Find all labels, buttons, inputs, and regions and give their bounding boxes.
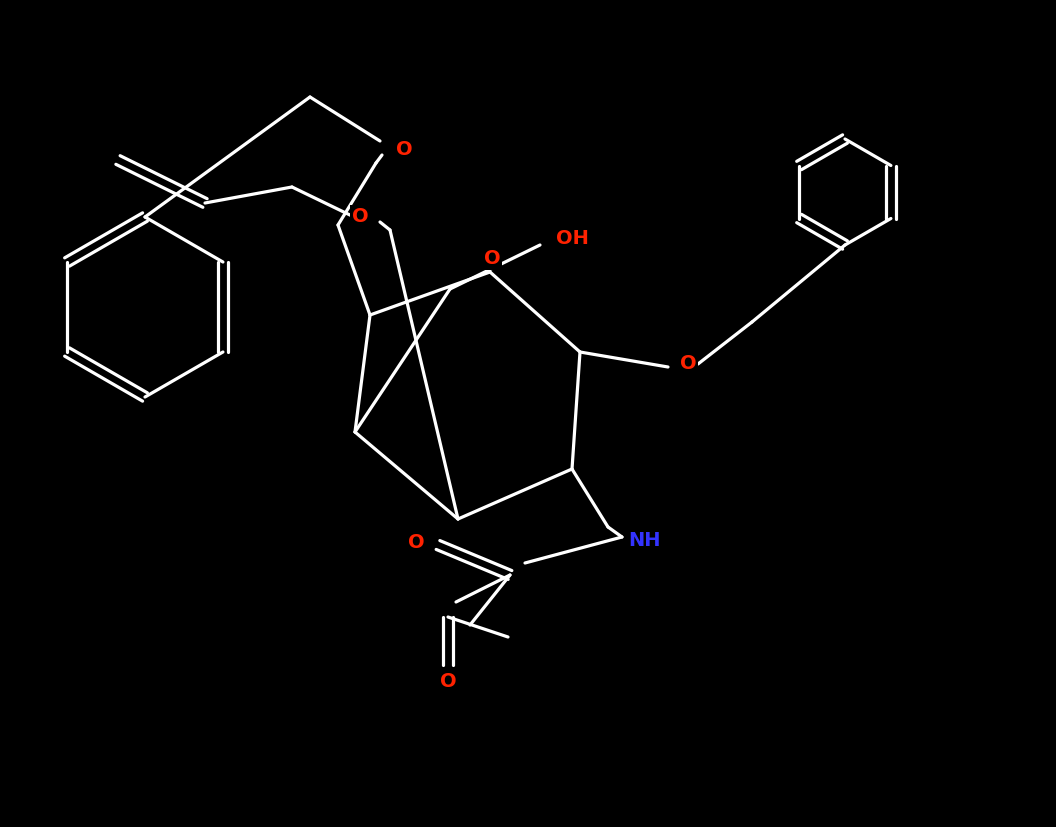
Text: O: O: [680, 355, 696, 374]
Text: O: O: [352, 207, 369, 226]
Text: O: O: [408, 533, 425, 552]
Text: OH: OH: [555, 228, 588, 247]
Text: NH: NH: [627, 530, 660, 549]
Text: O: O: [484, 250, 501, 269]
Text: O: O: [396, 140, 412, 159]
Text: O: O: [439, 672, 456, 691]
